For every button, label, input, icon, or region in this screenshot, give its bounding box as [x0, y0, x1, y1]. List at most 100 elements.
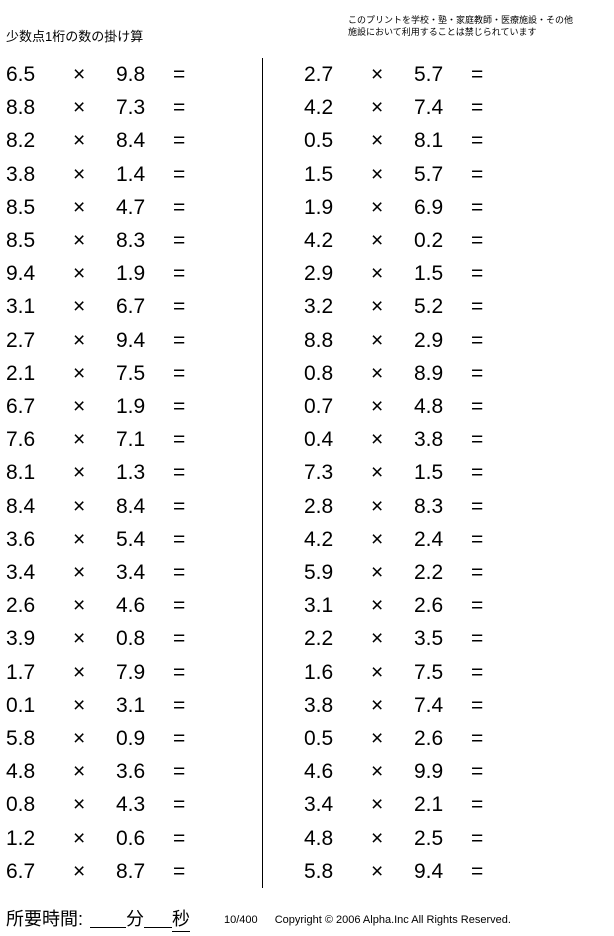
multiply-sign: × [73, 693, 86, 717]
equals-sign: = [173, 859, 186, 883]
first-operand: 4.2 [304, 229, 334, 252]
answer-space[interactable] [196, 357, 246, 390]
second-operand: 3.6 [116, 760, 146, 784]
multiply-sign: × [73, 660, 86, 684]
problem-row: 5.9 × 2.2 = [304, 556, 544, 589]
answer-space[interactable] [196, 523, 246, 556]
answer-space[interactable] [196, 622, 246, 655]
answer-space[interactable] [494, 423, 544, 456]
answer-space[interactable] [494, 523, 544, 556]
equals-sign: = [173, 428, 186, 452]
first-operand: 2.8 [304, 494, 334, 518]
first-operand: 9.4 [6, 262, 36, 286]
answer-space[interactable] [494, 722, 544, 755]
answer-space[interactable] [196, 158, 246, 191]
second-operand: 3.1 [116, 693, 146, 717]
answer-space[interactable] [494, 855, 544, 888]
answer-space[interactable] [196, 456, 246, 489]
equals-sign: = [173, 195, 186, 219]
answer-space[interactable] [196, 788, 246, 821]
multiply-sign: × [371, 195, 384, 219]
first-operand: 2.6 [6, 594, 36, 618]
problem-row: 0.7 × 4.8 = [304, 390, 544, 423]
first-operand: 0.5 [304, 129, 334, 153]
first-operand: 3.1 [304, 594, 334, 618]
second-operand: 1.5 [414, 461, 444, 485]
answer-space[interactable] [494, 290, 544, 323]
second-operand: 8.3 [116, 229, 146, 252]
answer-space[interactable] [196, 257, 246, 290]
answer-space[interactable] [196, 755, 246, 788]
answer-space[interactable] [494, 357, 544, 390]
answer-space[interactable] [494, 822, 544, 855]
equals-sign: = [173, 793, 186, 817]
answer-space[interactable] [196, 490, 246, 523]
equals-sign: = [471, 395, 484, 418]
answer-space[interactable] [494, 788, 544, 821]
multiply-sign: × [73, 262, 86, 286]
answer-space[interactable] [196, 656, 246, 689]
answer-space[interactable] [494, 755, 544, 788]
multiply-sign: × [73, 760, 86, 784]
answer-space[interactable] [494, 257, 544, 290]
second-operand: 5.2 [414, 295, 444, 319]
answer-space[interactable] [494, 456, 544, 489]
answer-space[interactable] [196, 423, 246, 456]
second-operand: 7.1 [116, 428, 146, 452]
multiply-sign: × [371, 826, 384, 850]
multiply-sign: × [371, 693, 384, 717]
second-operand: 2.4 [414, 527, 444, 551]
answer-space[interactable] [494, 124, 544, 157]
answer-space[interactable] [196, 589, 246, 622]
problem-row: 1.5 × 5.7 = [304, 158, 544, 191]
answer-space[interactable] [494, 91, 544, 124]
second-operand: 3.5 [414, 627, 444, 651]
equals-sign: = [173, 660, 186, 684]
problem-row: 2.8 × 8.3 = [304, 490, 544, 523]
answer-space[interactable] [494, 589, 544, 622]
second-operand: 9.4 [414, 859, 444, 883]
answer-space[interactable] [196, 91, 246, 124]
answer-space[interactable] [494, 689, 544, 722]
answer-space[interactable] [196, 855, 246, 888]
usage-notice: このプリントを学校・塾・家庭教師・医療施設・その他 施設において利用することは禁… [348, 15, 574, 37]
problem-row: 1.7 × 7.9 = [6, 656, 246, 689]
first-operand: 0.8 [6, 793, 36, 817]
answer-space[interactable] [196, 58, 246, 91]
answer-space[interactable] [196, 124, 246, 157]
equals-sign: = [173, 262, 186, 286]
seconds-blank[interactable] [144, 905, 172, 928]
equals-sign: = [173, 129, 186, 153]
answer-space[interactable] [494, 556, 544, 589]
answer-space[interactable] [196, 290, 246, 323]
answer-space[interactable] [196, 224, 246, 257]
answer-space[interactable] [196, 689, 246, 722]
first-operand: 2.7 [304, 63, 334, 86]
answer-space[interactable] [196, 722, 246, 755]
answer-space[interactable] [494, 390, 544, 423]
first-operand: 3.4 [304, 793, 334, 817]
answer-space[interactable] [494, 656, 544, 689]
answer-space[interactable] [494, 158, 544, 191]
answer-space[interactable] [494, 324, 544, 357]
minutes-blank[interactable] [90, 905, 126, 928]
answer-space[interactable] [196, 390, 246, 423]
answer-space[interactable] [196, 324, 246, 357]
second-operand: 7.4 [414, 96, 444, 120]
second-operand: 0.2 [414, 229, 444, 252]
second-operand: 7.4 [414, 693, 444, 717]
equals-sign: = [471, 760, 484, 784]
answer-space[interactable] [494, 622, 544, 655]
first-operand: 1.7 [6, 660, 36, 684]
equals-sign: = [173, 561, 186, 584]
answer-space[interactable] [494, 224, 544, 257]
answer-space[interactable] [196, 556, 246, 589]
answer-space[interactable] [196, 822, 246, 855]
answer-space[interactable] [494, 490, 544, 523]
problem-row: 2.9 × 1.5 = [304, 257, 544, 290]
problem-row: 3.2 × 5.2 = [304, 290, 544, 323]
answer-space[interactable] [196, 191, 246, 224]
second-operand: 7.3 [116, 96, 146, 120]
answer-space[interactable] [494, 191, 544, 224]
answer-space[interactable] [494, 58, 544, 91]
